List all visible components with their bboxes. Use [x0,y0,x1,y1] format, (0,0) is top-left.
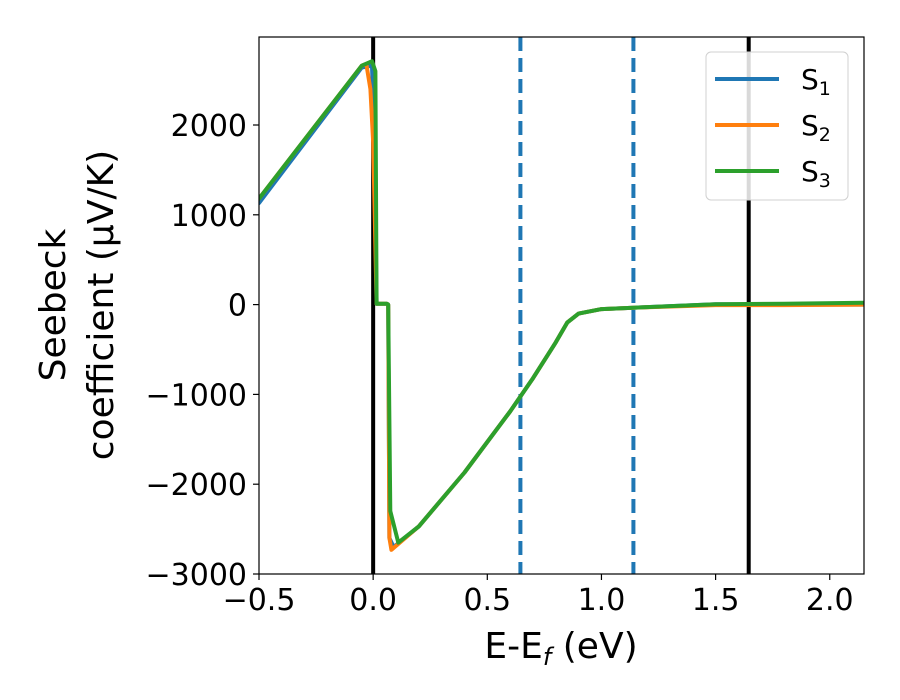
x-tick-label: 1.0 [578,583,626,618]
y-ticks: −3000 −2000 −1000 0 1000 2000 [146,109,259,593]
plot-frame [258,36,865,575]
y-axis-label-line-1: Seebeck [33,228,74,381]
x-ticks: −0.5 0.0 0.5 1.0 1.5 2.0 [223,574,854,618]
series-line-s3 [259,59,864,545]
legend-label-s1: S1 [801,63,831,100]
x-axis-label: E-Ef (eV) [484,626,637,671]
y-tick-label: 0 [228,289,247,324]
x-tick-label: 1.5 [692,583,740,618]
y-tick-label: 2000 [171,109,247,144]
y-tick-label: −2000 [146,468,247,503]
y-tick-label: −3000 [146,558,247,593]
x-tick-label: 0.5 [463,583,511,618]
x-axis-label-unit: (eV) [551,626,637,667]
x-tick-label: 2.0 [806,583,854,618]
legend: S1 S2 S3 [705,51,849,201]
y-axis-label-line-2: coefficient (μV/K) [81,150,122,460]
x-axis-label-main: E-E [484,626,542,667]
legend-label-s3: S3 [801,155,831,192]
x-tick-label: 0.0 [349,583,397,618]
x-tick-label: −0.5 [223,583,296,618]
legend-label-s2: S2 [801,109,831,146]
y-tick-label: 1000 [171,199,247,234]
y-tick-label: −1000 [146,378,247,413]
series-lines [259,59,864,552]
